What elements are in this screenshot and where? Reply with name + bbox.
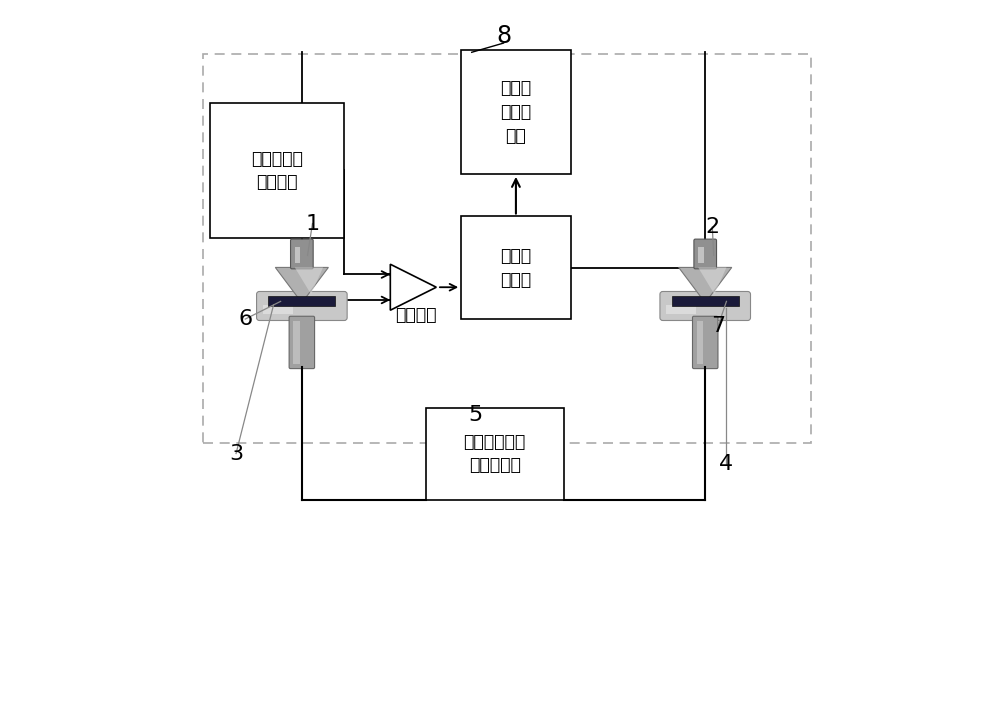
Bar xyxy=(461,50,571,174)
Bar xyxy=(295,247,300,263)
Bar xyxy=(293,321,300,364)
FancyBboxPatch shape xyxy=(660,291,751,321)
Text: 1: 1 xyxy=(305,213,320,233)
Text: 2: 2 xyxy=(705,217,719,237)
Text: 待测对
象精确
信息: 待测对 象精确 信息 xyxy=(500,79,531,145)
Polygon shape xyxy=(295,267,323,294)
Text: 内置石墨烯
标准信号: 内置石墨烯 标准信号 xyxy=(251,150,303,191)
Text: 4: 4 xyxy=(719,454,734,474)
Text: 超精密同步运
动联动装置: 超精密同步运 动联动装置 xyxy=(464,432,526,474)
Text: 信号综
合处理: 信号综 合处理 xyxy=(500,247,531,289)
Bar xyxy=(461,216,571,319)
Bar xyxy=(203,54,811,443)
Text: 6: 6 xyxy=(238,309,252,329)
Bar xyxy=(698,247,704,263)
Polygon shape xyxy=(698,267,726,294)
Bar xyxy=(210,103,344,238)
Polygon shape xyxy=(275,267,328,303)
Bar xyxy=(268,296,335,306)
FancyBboxPatch shape xyxy=(289,316,315,369)
Bar xyxy=(697,321,703,364)
FancyBboxPatch shape xyxy=(291,239,313,268)
Text: 3: 3 xyxy=(229,443,243,463)
FancyBboxPatch shape xyxy=(257,291,347,321)
Text: 信号比对: 信号比对 xyxy=(395,306,437,324)
Bar xyxy=(426,407,564,500)
Text: 7: 7 xyxy=(711,316,725,336)
Text: 5: 5 xyxy=(468,405,482,425)
Bar xyxy=(672,296,739,306)
FancyBboxPatch shape xyxy=(692,316,718,369)
Text: 8: 8 xyxy=(496,24,511,48)
FancyBboxPatch shape xyxy=(694,239,717,268)
Bar xyxy=(263,305,293,314)
Bar xyxy=(666,305,696,314)
Polygon shape xyxy=(679,267,732,303)
Polygon shape xyxy=(390,264,436,310)
